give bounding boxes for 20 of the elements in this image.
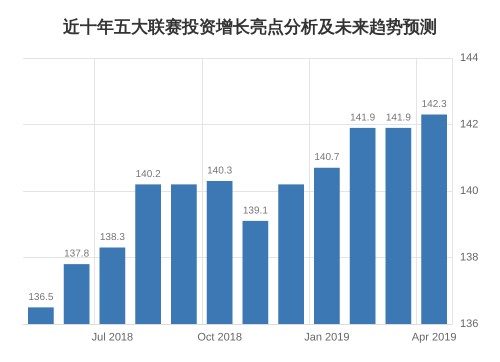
data-label: 140.3 [207,166,233,177]
data-label: 138.3 [100,232,126,244]
x-tick-label: Apr 2019 [412,332,456,344]
x-tick-label: Jul 2018 [92,332,134,344]
data-label: 141.9 [350,112,376,124]
data-label: 140.2 [136,168,162,180]
y-tick-label: 142 [460,118,478,130]
x-tick-label: Jan 2019 [304,332,350,344]
chart-title: 近十年五大联赛投资增长亮点分析及未来趋势预测 [62,18,437,38]
y-tick-label: 140 [460,185,478,197]
y-tick-label: 144 [460,52,478,64]
data-label: 136.5 [28,292,54,303]
data-label: 137.8 [64,248,90,260]
data-label: 141.9 [386,112,412,124]
data-label: 142.3 [422,99,448,110]
data-label: 140.7 [314,152,340,164]
data-label: 139.1 [242,205,268,216]
y-tick-label: 136 [460,318,478,330]
x-tick-label: Oct 2018 [197,332,242,344]
y-tick-label: 138 [460,252,478,264]
